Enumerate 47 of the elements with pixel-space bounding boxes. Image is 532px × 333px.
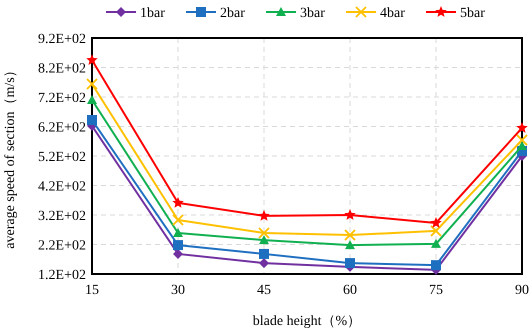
y-tick-label: 9.2E+02 — [38, 32, 86, 47]
point — [258, 227, 270, 239]
legend-label: 4bar — [380, 6, 406, 21]
y-axis-title: average speed of section（m/s） — [3, 63, 18, 249]
point — [345, 258, 355, 268]
point — [173, 248, 183, 259]
x-tick-label: 15 — [85, 283, 99, 298]
y-tick-label: 6.2E+02 — [38, 120, 86, 136]
x-axis-title: blade height（%） — [252, 314, 362, 329]
point — [259, 248, 269, 259]
point — [87, 115, 97, 126]
point — [173, 228, 183, 237]
x-tick-label: 60 — [343, 283, 357, 298]
point — [259, 235, 269, 244]
point — [516, 134, 528, 146]
point — [172, 196, 184, 208]
point — [87, 94, 97, 104]
point — [344, 229, 356, 241]
point — [86, 54, 98, 65]
y-tick-label: 5.2E+02 — [38, 150, 86, 165]
y-tick-label: 8.2E+02 — [38, 61, 86, 76]
point — [345, 240, 355, 250]
point — [172, 214, 184, 226]
point — [430, 216, 442, 228]
point — [86, 78, 98, 90]
point — [516, 122, 528, 133]
x-tick-label: 75 — [429, 283, 443, 298]
y-tick-label: 1.2E+02 — [38, 268, 86, 283]
point — [258, 210, 270, 221]
point — [344, 209, 356, 220]
point — [430, 225, 442, 237]
point — [173, 240, 183, 250]
legend-label: 2bar — [220, 6, 246, 21]
y-tick-label: 7.2E+02 — [38, 90, 86, 106]
legend-label: 5bar — [460, 6, 486, 21]
point — [517, 140, 527, 150]
y-tick-label: 4.2E+02 — [38, 179, 86, 194]
x-tick-label: 30 — [171, 283, 185, 298]
legend-label: 3bar — [300, 6, 326, 21]
y-tick-label: 3.2E+02 — [38, 208, 86, 224]
point — [431, 238, 441, 248]
x-tick-label: 90 — [515, 283, 529, 298]
x-tick-label: 45 — [257, 283, 271, 298]
point — [431, 260, 441, 270]
legend-label: 1bar — [140, 6, 166, 21]
y-tick-label: 2.2E+02 — [38, 238, 86, 254]
point — [259, 258, 269, 268]
